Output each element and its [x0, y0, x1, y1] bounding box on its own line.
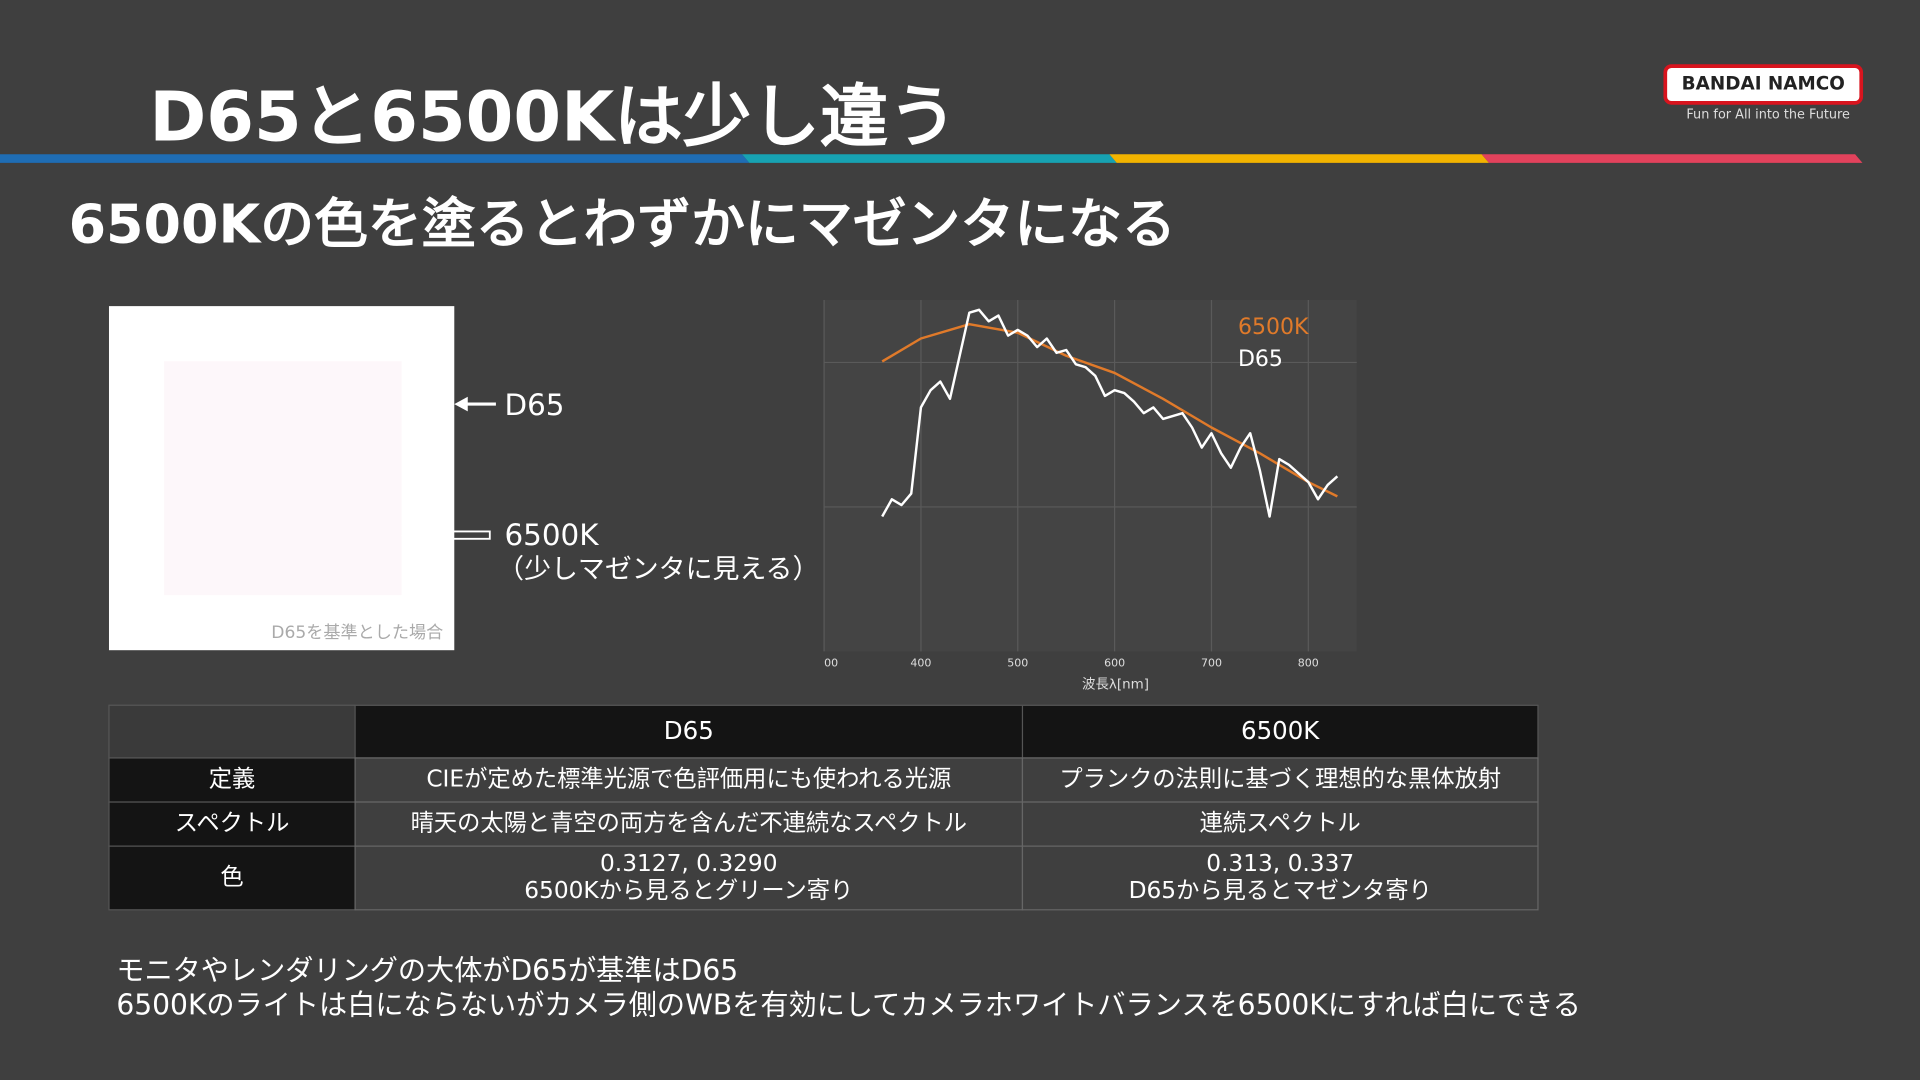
cell-text: 連続スペクトル [1200, 810, 1361, 837]
cell [354, 801, 1024, 847]
logo-box [1663, 64, 1864, 105]
series-line [881, 322, 1338, 498]
logo: BANDAI NAMCO [1682, 73, 1845, 94]
row-label: スペクトル [175, 810, 290, 837]
cell-text: D65から見るとマゼンタ寄り [1129, 877, 1432, 904]
cell-text: 0.3127, 0.3290 [600, 850, 778, 877]
6500k-swatch [164, 361, 402, 596]
row-label-cell [108, 845, 356, 911]
chart: 00 400 500 600 700 800 波長λ[nm] 6500K D65 [823, 300, 1357, 692]
row-label-cell [108, 801, 356, 847]
x-tick-label: 600 [1104, 657, 1125, 670]
x-tick-label: 400 [910, 657, 931, 670]
cell-text: 6500Kから見るとグリーン寄り [524, 877, 853, 904]
x-tick-label: 700 [1201, 657, 1222, 670]
footer-line: 6500Kのライトは白にならないがカメラ側のWBを有効にしてカメラホワイトバラン… [116, 989, 1581, 1022]
table: D65 6500K 定義 CIEが定めた標準光源で色評価用にも使われる光源 プランクの法… [108, 704, 1539, 911]
swatch-caption: D65を基準とした場合 [271, 623, 443, 643]
legend-entry: D65 [1238, 347, 1283, 372]
column-header: D65 [664, 716, 714, 745]
cell [354, 845, 1024, 911]
stripe [742, 154, 1117, 163]
subtitle: 6500Kの色を塗るとわずかにマゼンタになる [69, 192, 1176, 255]
tagline: Fun for All into the Future [1686, 108, 1850, 123]
column-header: 6500K [1241, 716, 1320, 745]
cell-text: 0.313, 0.337 [1206, 850, 1354, 877]
arrow-head [454, 396, 468, 412]
6500k-label: 6500K [504, 518, 599, 552]
row-label-cell [108, 757, 356, 803]
x-axis-label: 波長λ[nm] [1082, 676, 1149, 692]
cell [1021, 801, 1539, 847]
header-cell [108, 704, 356, 759]
x-tick-label: 500 [1007, 657, 1028, 670]
stripe [1109, 154, 1489, 163]
title: D65と6500Kは少し違う [149, 77, 957, 157]
cell-text: CIEが定めた標準光源で色評価用にも使われる光源 [426, 766, 951, 793]
stripe [0, 154, 750, 163]
cell-text: プランクの法則に基づく理想的な黒体放射 [1059, 766, 1501, 793]
d65-label: D65 [504, 388, 564, 422]
legend-entry: 6500K [1238, 315, 1309, 340]
footer-line: モニタやレンダリングの大体がD65が基準はD65 [116, 954, 738, 987]
cell [1021, 845, 1539, 911]
hollow-arrow [400, 524, 491, 546]
stripe [1481, 154, 1863, 163]
cell [354, 757, 1024, 803]
x-tick-label: 00 [824, 657, 838, 670]
row-label: 色 [220, 863, 243, 890]
cell-text: 晴天の太陽と青空の両方を含んだ不連続なスペクトル [411, 810, 967, 837]
x-tick-label: 800 [1298, 657, 1319, 670]
series-line [881, 308, 1339, 518]
6500k-note: （少しマゼンタに見える） [497, 554, 819, 585]
row-label: 定義 [209, 766, 256, 793]
